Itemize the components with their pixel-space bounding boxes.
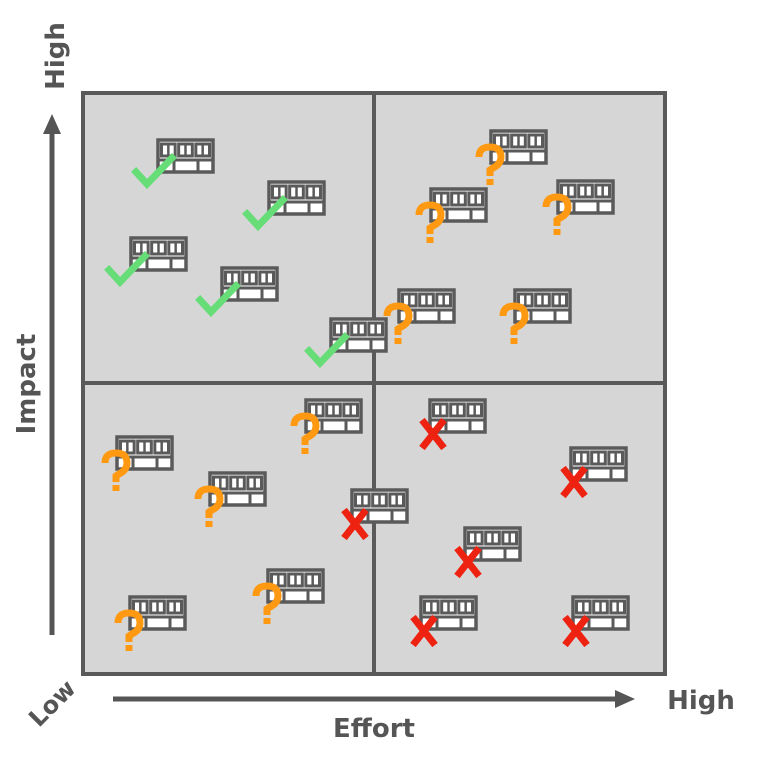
y-high-label: High [41,22,71,90]
cross-icon [562,614,590,648]
idea-item [341,488,409,541]
idea-item [419,398,487,451]
check-icon [104,251,150,288]
idea-item [242,180,326,232]
question-icon [101,449,131,491]
idea-item [562,595,630,648]
idea-item [410,595,478,648]
question-icon [542,193,572,235]
idea-item [499,288,572,344]
question-icon [194,485,224,527]
question-icon [475,143,505,185]
cross-icon [341,507,369,541]
idea-item [195,266,279,318]
idea-item [475,129,548,185]
question-icon [290,412,320,454]
cross-icon [560,465,588,499]
idea-item [101,435,174,491]
y-axis-label: Impact [12,334,42,435]
idea-item [131,138,215,190]
idea-items [101,129,630,651]
cross-icon [410,614,438,648]
question-icon [114,609,144,651]
idea-item [454,526,522,579]
idea-item [304,317,388,369]
check-icon [242,195,288,232]
cross-icon [454,545,482,579]
question-icon [383,302,413,344]
x-high-label: High [667,686,735,716]
idea-item [415,187,488,243]
question-icon [499,302,529,344]
idea-item [252,568,325,624]
idea-item [560,446,628,499]
origin-low-label: Low [23,674,81,732]
question-icon [415,201,445,243]
check-icon [195,281,241,318]
idea-item [104,236,188,288]
axes [43,114,635,708]
idea-item [383,288,456,344]
y-axis-arrowhead [43,114,61,134]
x-axis-label: Effort [333,714,415,744]
idea-item [114,595,187,651]
cross-icon [419,417,447,451]
idea-item [194,471,267,527]
check-icon [304,332,350,369]
idea-item [290,398,363,454]
check-icon [131,153,177,190]
x-axis-arrowhead [615,690,635,708]
question-icon [252,582,282,624]
idea-item [542,179,615,235]
